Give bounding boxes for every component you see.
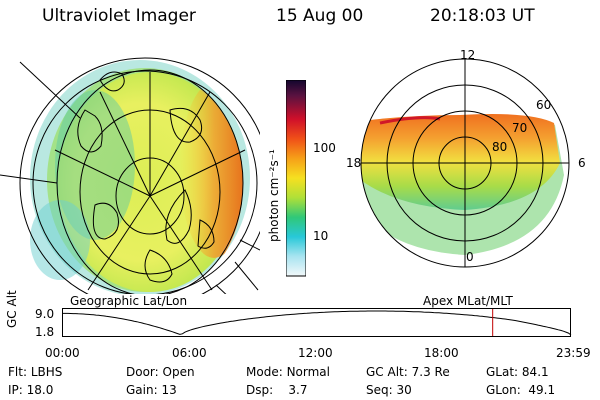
- mlt-label-18: 18: [346, 156, 362, 170]
- altitude-ytick-min: 1.8: [35, 325, 55, 339]
- altitude-ytick-max: 9.0: [35, 307, 55, 321]
- altitude-xtick: 06:00: [172, 346, 207, 360]
- info-dsp: Dsp: 3.7: [246, 383, 308, 397]
- mlat-label-80: 80: [492, 140, 508, 154]
- altitude-curve: [63, 310, 572, 336]
- info-gc-alt: GC Alt: 7.3 Re: [366, 365, 450, 379]
- altitude-xtick: 00:00: [45, 346, 80, 360]
- mlat-label-60: 60: [536, 98, 552, 112]
- polar-map-label: Apex MLat/MLT: [423, 294, 513, 308]
- geographic-map: [0, 57, 260, 294]
- polar-grid: [360, 58, 570, 268]
- info-door: Door: Open: [126, 365, 195, 379]
- altitude-xtick: 23:59: [556, 346, 591, 360]
- mlt-label-6: 6: [578, 156, 586, 170]
- auroral-peak: [379, 116, 441, 125]
- altitude-xtick: 12:00: [298, 346, 333, 360]
- info-mode: Mode: Normal: [246, 365, 330, 379]
- polar-mlat-mlt-plot: [360, 58, 570, 268]
- altitude-plot: [62, 308, 572, 337]
- auroral-oval: [361, 114, 560, 210]
- info-glon: GLon: 49.1: [486, 383, 556, 397]
- mlt-label-12: 12: [460, 48, 476, 62]
- geographic-map-label: Geographic Lat/Lon: [70, 294, 188, 308]
- info-flt: Flt: LBHS: [8, 365, 63, 379]
- altitude-xtick: 18:00: [424, 346, 459, 360]
- colorbar-units-label: photon cm⁻²s⁻¹: [267, 149, 281, 242]
- colorbar: [286, 80, 306, 277]
- info-gain: Gain: 13: [126, 383, 177, 397]
- instrument-title: Ultraviolet Imager: [42, 6, 196, 26]
- info-seq: Seq: 30: [366, 383, 412, 397]
- map-grid: [0, 57, 260, 294]
- date-label: 15 Aug 00: [276, 6, 364, 26]
- info-ip: IP: 18.0: [8, 383, 54, 397]
- time-label: 20:18:03 UT: [430, 6, 535, 26]
- mlt-label-0: 0: [466, 250, 474, 264]
- altitude-ylabel: GC Alt: [5, 290, 19, 328]
- info-glat: GLat: 84.1: [486, 365, 549, 379]
- colorbar-tick-10: 10: [313, 229, 329, 243]
- mlat-label-70: 70: [512, 121, 528, 135]
- colorbar-tick-100: 100: [313, 141, 336, 155]
